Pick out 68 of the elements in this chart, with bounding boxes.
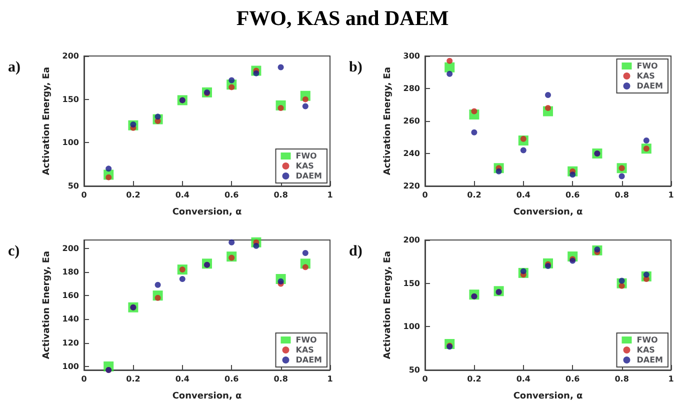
legend-label: DAEM <box>296 172 322 180</box>
y-tick-label: 220 <box>403 182 420 190</box>
y-tick-label: 260 <box>403 116 420 126</box>
y-tick-label: 200 <box>403 236 420 244</box>
y-tick-label: 150 <box>62 94 80 104</box>
x-tick-label: 0 <box>81 190 88 200</box>
x-tick-label: 0.2 <box>467 190 482 200</box>
x-tick-label: 1 <box>668 190 674 200</box>
x-tick-label: 0.8 <box>614 374 630 384</box>
legend-label: KAS <box>636 346 656 354</box>
legend-label: DAEM <box>636 82 664 90</box>
y-tick-label: 160 <box>62 291 80 300</box>
x-tick-label: 0.2 <box>467 374 482 384</box>
x-tick-label: 0.2 <box>126 374 140 384</box>
y-axis-title: Activation Energy, Ea <box>42 66 52 176</box>
x-tick-label: 0.4 <box>175 190 190 200</box>
y-tick-label: 100 <box>62 138 80 148</box>
x-tick-label: 0 <box>422 190 428 200</box>
x-tick-label: 1 <box>327 190 334 200</box>
x-tick-label: 0.6 <box>566 190 580 200</box>
y-tick-label: 200 <box>62 52 80 60</box>
legend-label: KAS <box>636 72 656 80</box>
y-tick-label: 50 <box>68 182 80 190</box>
text: b) <box>349 60 362 76</box>
x-tick-label: 0.4 <box>175 374 190 384</box>
chart-title: FWO, KAS and DAEM <box>235 6 450 31</box>
y-tick-label: 100 <box>62 362 80 371</box>
y-tick-label: 240 <box>403 149 420 158</box>
y-tick-label: 50 <box>408 366 420 374</box>
legend-label: FWO <box>296 152 318 160</box>
legend-label: DAEM <box>636 356 664 364</box>
y-tick-label: 150 <box>403 278 420 288</box>
y-axis-title: Activation Energy, Ea <box>382 66 393 176</box>
y-tick-label: 140 <box>62 314 80 324</box>
x-tick-label: 0.8 <box>274 374 288 384</box>
y-tick-label: 200 <box>62 244 80 253</box>
x-axis-title: Conversion, α <box>513 392 583 402</box>
y-tick-label: 100 <box>403 322 420 332</box>
x-tick-label: 1 <box>668 374 674 384</box>
text: a) <box>8 60 20 76</box>
text: c) <box>8 244 20 260</box>
y-tick-label: 180 <box>62 267 80 276</box>
y-tick-label: 280 <box>403 84 420 93</box>
x-tick-label: 0.4 <box>516 190 531 200</box>
legend-label: FWO <box>636 336 658 344</box>
legend-label: KAS <box>296 162 314 170</box>
x-axis-title: Conversion, α <box>513 208 583 218</box>
x-axis-title: Conversion, α <box>172 392 242 402</box>
y-axis-title: Activation Energy, Ea <box>382 250 393 360</box>
legend-label: FWO <box>296 336 318 344</box>
x-tick-label: 0.4 <box>516 374 531 384</box>
x-tick-label: 0.6 <box>224 374 240 384</box>
x-tick-label: 0.2 <box>126 190 140 200</box>
x-tick-label: 0.6 <box>224 190 240 200</box>
y-tick-label: 300 <box>403 52 420 60</box>
x-tick-label: 1 <box>327 374 334 384</box>
legend-label: FWO <box>636 62 658 70</box>
x-tick-label: 0.8 <box>614 190 630 200</box>
x-tick-label: 0.6 <box>566 374 580 384</box>
text: d) <box>349 244 362 260</box>
x-axis-title: Conversion, α <box>172 208 242 218</box>
y-axis-title: Activation Energy, Ea <box>42 250 52 360</box>
legend-label: KAS <box>296 346 314 354</box>
y-tick-label: 120 <box>62 338 80 348</box>
legend-label: DAEM <box>296 356 322 364</box>
x-tick-label: 0.8 <box>274 190 288 200</box>
x-tick-label: 0 <box>81 374 88 384</box>
x-tick-label: 0 <box>422 374 428 384</box>
